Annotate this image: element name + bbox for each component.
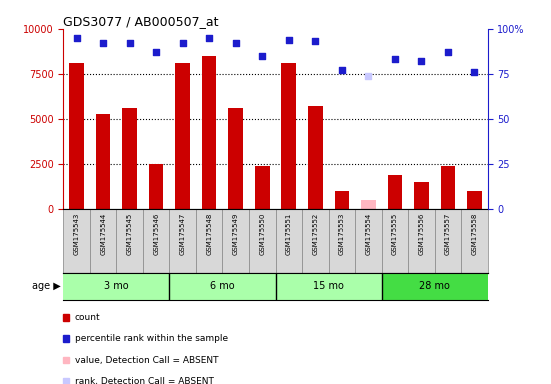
Bar [355, 209, 381, 273]
Text: GSM175550: GSM175550 [259, 212, 265, 255]
Bar [143, 209, 169, 273]
Bar [122, 108, 137, 209]
Bar [175, 63, 190, 209]
Text: GSM175549: GSM175549 [233, 212, 239, 255]
Bar [408, 209, 435, 273]
Bar [308, 106, 322, 209]
Bar [461, 209, 488, 273]
Text: GSM175548: GSM175548 [206, 212, 212, 255]
Text: GSM175544: GSM175544 [100, 212, 106, 255]
Text: GSM175554: GSM175554 [365, 212, 371, 255]
Text: 6 mo: 6 mo [210, 281, 235, 291]
Text: count: count [75, 313, 100, 322]
Point [444, 49, 452, 55]
Text: 15 mo: 15 mo [313, 281, 344, 291]
Bar [381, 209, 408, 273]
Text: GSM175546: GSM175546 [153, 212, 159, 255]
Point [72, 35, 81, 41]
Bar [414, 182, 429, 209]
Bar [249, 209, 276, 273]
Text: GSM175557: GSM175557 [445, 212, 451, 255]
Text: GSM175545: GSM175545 [127, 212, 133, 255]
Bar [63, 209, 90, 273]
Bar [223, 209, 249, 273]
Point [179, 40, 187, 46]
Bar [361, 200, 376, 209]
Point [205, 35, 214, 41]
Text: GSM175551: GSM175551 [286, 212, 292, 255]
Point [470, 69, 479, 75]
Bar [435, 209, 461, 273]
Point [284, 36, 293, 43]
Point [391, 56, 399, 63]
Bar [170, 209, 196, 273]
Bar [96, 114, 110, 209]
Point [417, 58, 426, 65]
Point [364, 73, 372, 79]
Bar [276, 209, 302, 273]
Bar [116, 209, 143, 273]
Point [99, 40, 107, 46]
Text: percentile rank within the sample: percentile rank within the sample [75, 334, 228, 343]
Text: GSM175552: GSM175552 [312, 212, 318, 255]
Point [152, 49, 160, 55]
Text: GSM175547: GSM175547 [180, 212, 186, 255]
Bar [467, 191, 482, 209]
Bar [90, 209, 116, 273]
Bar [334, 191, 349, 209]
Bar [229, 108, 243, 209]
Bar [282, 63, 296, 209]
Text: GSM175556: GSM175556 [418, 212, 424, 255]
Text: 28 mo: 28 mo [419, 281, 450, 291]
Text: 3 mo: 3 mo [104, 281, 129, 291]
Bar [202, 56, 217, 209]
Text: GSM175555: GSM175555 [392, 212, 398, 255]
Text: GDS3077 / AB000507_at: GDS3077 / AB000507_at [63, 15, 219, 28]
Bar [255, 166, 269, 209]
Bar [149, 164, 164, 209]
Point [311, 38, 320, 45]
Text: age ▶: age ▶ [32, 281, 61, 291]
Bar [441, 166, 455, 209]
Bar [63, 273, 170, 300]
Bar [328, 209, 355, 273]
Bar [276, 273, 381, 300]
Bar [69, 63, 84, 209]
Point [337, 67, 346, 73]
Text: rank, Detection Call = ABSENT: rank, Detection Call = ABSENT [75, 377, 214, 384]
Text: GSM175543: GSM175543 [74, 212, 80, 255]
Text: value, Detection Call = ABSENT: value, Detection Call = ABSENT [75, 356, 218, 364]
Text: GSM175558: GSM175558 [471, 212, 477, 255]
Bar [196, 209, 223, 273]
Bar [387, 175, 402, 209]
Text: GSM175553: GSM175553 [339, 212, 345, 255]
Point [125, 40, 134, 46]
Bar [170, 273, 276, 300]
Point [231, 40, 240, 46]
Bar [302, 209, 328, 273]
Point [258, 53, 267, 59]
Bar [381, 273, 488, 300]
